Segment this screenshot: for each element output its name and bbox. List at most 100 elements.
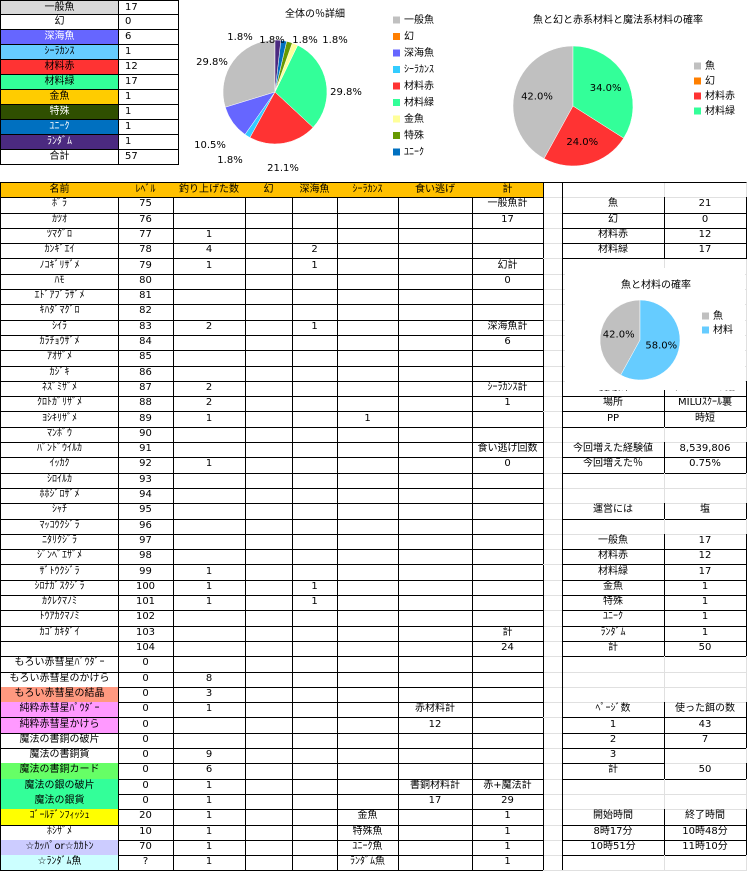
empty-cell [398,227,473,245]
empty-cell [245,273,293,291]
sheet-cell: 1 [173,457,246,474]
sheet-cell: 計 [562,641,665,658]
empty-cell [292,794,338,811]
sheet-cell: 17 [472,212,544,229]
empty-cell [245,686,293,704]
empty-cell [245,702,293,719]
sheet-cell: 9 [173,748,246,765]
empty-cell [173,304,246,321]
empty-cell [245,365,293,382]
sheet-cell: 1 [173,227,246,245]
empty-cell [337,625,399,642]
empty-cell [245,258,293,275]
empty-cell [543,488,563,505]
empty-cell [543,365,563,382]
empty-cell [245,289,293,306]
sheet-cell: 2 [173,319,246,336]
empty-cell [337,273,399,291]
empty-cell [472,289,544,306]
empty-cell [245,197,293,214]
empty-cell [173,365,246,382]
sheet-cell: 0 [118,763,174,780]
empty-cell [292,778,338,795]
sheet-cell: ｺﾞｰﾙﾃﾞﾝﾌｨｯｼｭ [0,809,119,826]
empty-cell [543,533,563,551]
summary-value: 6 [119,30,179,45]
empty-cell [245,579,293,597]
empty-cell [543,258,563,275]
legend-swatch [393,99,400,106]
empty-cell [245,717,293,734]
empty-cell [472,365,544,382]
sheet-cell: 99 [118,564,174,581]
pie-slice [274,39,282,93]
legend-swatch [393,66,400,73]
sheet-cell: 101 [118,595,174,612]
sheet-cell: 材料赤 [562,549,665,566]
empty-cell [543,641,563,658]
sheet-cell: 1 [173,778,246,795]
empty-cell [562,472,665,489]
empty-cell [245,457,293,474]
summary-label: 金魚 [0,90,119,105]
empty-cell [245,794,293,811]
sheet-cell: ｶｸﾚｸﾏﾉﾐ [0,595,119,612]
summary-label: ﾕﾆｰｸ [0,120,119,135]
empty-cell [472,702,544,719]
sheet-cell: 1 [173,824,246,841]
empty-cell [337,763,399,780]
empty-cell [472,656,544,673]
sheet-cell: 29 [472,794,544,811]
empty-cell [472,595,544,612]
sheet-cell: 2 [173,380,246,398]
data-label: 42.0% [521,92,553,103]
empty-cell [337,732,399,750]
empty-cell [543,748,563,765]
sheet-cell: 76 [118,212,174,229]
sheet-cell: ｴﾄﾞｱﾌﾞﾗｻﾞﾒ [0,289,119,306]
summary-label: 合計 [0,150,119,165]
sheet-cell: 今回増えた経験値 [562,442,665,459]
sheet-cell: ｻﾞﾄｳｸｼﾞﾗ [0,564,119,581]
legend-label: 一般魚 [404,13,434,26]
legend-swatch [393,16,400,24]
empty-cell [562,488,665,505]
empty-cell [337,197,399,214]
sheet-cell: ﾕﾆｰｸ魚 [337,839,399,857]
sheet-cell: 0 [472,457,544,474]
data-label: 29.8% [196,57,228,68]
empty-cell [398,304,473,321]
sheet-cell: 82 [118,304,174,321]
sheet-cell: 0 [118,778,174,795]
summary-value: 1 [119,135,179,150]
empty-cell [543,227,563,245]
empty-cell [398,380,473,398]
sheet-cell: 計 [562,763,665,780]
empty-cell [245,442,293,459]
empty-cell [245,396,293,413]
data-label: 1.8% [259,35,284,46]
empty-cell [245,243,293,260]
empty-cell [398,656,473,673]
empty-cell [245,518,293,535]
empty-cell [173,732,246,750]
sheet-cell: 1 [173,258,246,275]
empty-cell [245,564,293,581]
empty-cell [398,839,473,857]
empty-cell [245,350,293,367]
empty-cell [472,549,544,566]
empty-cell [398,442,473,459]
empty-cell [337,426,399,444]
empty-cell [543,273,563,291]
legend-swatch [393,49,400,57]
empty-cell [472,411,544,428]
summary-label: 材料緑 [0,75,119,90]
sheet-cell: ｼｬﾁ [0,503,119,520]
empty-cell [245,335,293,352]
sheet-cell: 88 [118,396,174,413]
empty-cell [337,380,399,398]
sheet-cell: 98 [118,549,174,566]
empty-cell [292,197,338,214]
empty-cell [472,579,544,597]
